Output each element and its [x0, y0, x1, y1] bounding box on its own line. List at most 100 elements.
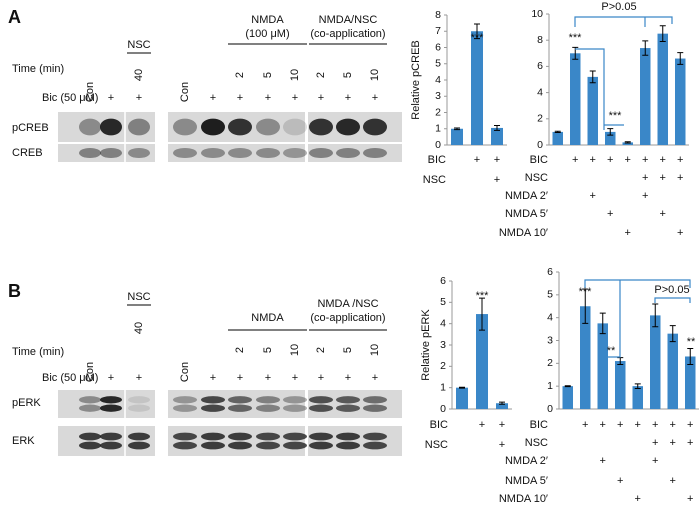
- bar: [622, 142, 633, 145]
- bic-plus: +: [265, 372, 271, 384]
- error-bar: [499, 401, 505, 405]
- band: [79, 441, 101, 450]
- bar: [471, 31, 483, 145]
- band: [100, 404, 122, 412]
- band: [309, 432, 333, 441]
- band: [309, 396, 333, 404]
- row-plus: +: [677, 154, 683, 166]
- time-value: 10: [369, 344, 381, 356]
- bic-plus: +: [292, 372, 298, 384]
- row-label: NMDA 2′: [505, 190, 548, 202]
- row-label: NMDA 10′: [499, 493, 548, 505]
- band: [173, 396, 197, 404]
- band: [336, 147, 360, 159]
- group-label: (100 μM): [245, 28, 289, 40]
- y-axis-label: Relative pERK: [420, 309, 432, 381]
- time-value: 2: [315, 347, 327, 353]
- error-bar: [554, 130, 561, 134]
- error-bar: [642, 40, 649, 56]
- row-label: BIC: [428, 154, 446, 166]
- y-tick-label: 8: [435, 9, 441, 21]
- bic-plus: +: [136, 372, 142, 384]
- group-label: (co-application): [310, 312, 385, 324]
- panel-letter: B: [8, 281, 21, 301]
- band: [363, 404, 387, 412]
- row-plus: +: [652, 437, 658, 449]
- row-plus: +: [687, 437, 693, 449]
- band: [79, 118, 101, 136]
- blot: [308, 144, 402, 162]
- band: [309, 118, 333, 136]
- band: [336, 441, 360, 450]
- time-value: 10: [369, 69, 381, 81]
- row-label: NMDA 5′: [505, 475, 548, 487]
- band: [79, 432, 101, 441]
- row-plus: +: [625, 227, 631, 239]
- bic-plus: +: [318, 372, 324, 384]
- band: [201, 396, 225, 404]
- row-label: NSC: [525, 172, 548, 184]
- error-bar: [659, 25, 666, 43]
- band: [228, 432, 252, 441]
- band: [100, 396, 122, 404]
- error-bar: [599, 312, 606, 335]
- row-plus: +: [635, 493, 641, 505]
- error-bar: [479, 297, 485, 331]
- band: [363, 147, 387, 159]
- row-plus: +: [670, 475, 676, 487]
- bic-plus: +: [372, 92, 378, 104]
- y-tick-label: 1: [435, 123, 441, 135]
- band: [201, 404, 225, 412]
- band-label: ERK: [12, 435, 35, 447]
- y-tick-label: 1: [547, 380, 553, 392]
- bar: [476, 314, 488, 409]
- band: [336, 396, 360, 404]
- band: [100, 147, 122, 159]
- band: [309, 404, 333, 412]
- error-bar: [669, 325, 676, 343]
- time-value: 5: [342, 347, 354, 353]
- blot: [58, 390, 155, 418]
- bic-plus: +: [265, 92, 271, 104]
- row-label: NSC: [423, 174, 446, 186]
- bar: [632, 386, 643, 409]
- time-value: 2: [315, 72, 327, 78]
- row-plus: +: [652, 455, 658, 467]
- row-plus: +: [677, 172, 683, 184]
- significance-bracket: [600, 280, 621, 358]
- band: [283, 404, 307, 412]
- band: [228, 396, 252, 404]
- bar: [587, 76, 598, 145]
- significance-label: ***: [569, 32, 583, 44]
- row-label: NSC: [525, 437, 548, 449]
- bic-plus: +: [108, 372, 114, 384]
- error-bar: [652, 303, 659, 328]
- row-plus: +: [479, 419, 485, 431]
- band: [283, 118, 307, 136]
- band: [309, 441, 333, 450]
- error-bar: [677, 52, 684, 65]
- error-bar: [474, 23, 480, 40]
- time-value: 5: [262, 72, 274, 78]
- bar: [491, 127, 503, 145]
- group-label: (co-application): [310, 28, 385, 40]
- significance-label: **: [687, 336, 696, 348]
- error-bar: [454, 127, 460, 131]
- bic-plus: +: [237, 92, 243, 104]
- time-label: Time (min): [12, 63, 64, 75]
- band: [363, 118, 387, 136]
- time-value: 2: [234, 72, 246, 78]
- bic-label: Bic (50 μM): [42, 372, 98, 384]
- row-label: NMDA 2′: [505, 455, 548, 467]
- y-tick-label: 5: [440, 296, 446, 308]
- band: [256, 432, 280, 441]
- y-tick-label: 0: [440, 403, 446, 415]
- time-label: Time (min): [12, 346, 64, 358]
- band-label: pERK: [12, 397, 41, 409]
- nsc-label: NSC: [127, 291, 150, 303]
- row-plus: +: [670, 437, 676, 449]
- significance-label: P>0.05: [654, 284, 689, 296]
- y-tick-label: 0: [537, 139, 543, 151]
- bar: [605, 131, 616, 145]
- error-bar: [459, 386, 465, 389]
